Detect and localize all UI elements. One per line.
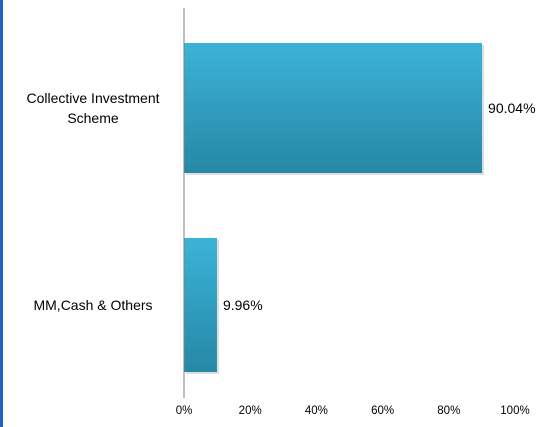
category-label-1: MM,Cash & Others bbox=[33, 297, 152, 313]
labels-layer: 90.04% Collective Investment Scheme 9.96% MM… bbox=[26, 90, 535, 417]
value-label-1: 9.96% bbox=[223, 297, 263, 313]
x-tick-label-4: 80% bbox=[437, 405, 460, 417]
bar-0 bbox=[184, 43, 483, 173]
x-tick-label-3: 60% bbox=[371, 405, 394, 417]
value-label-0: 90.04% bbox=[488, 100, 535, 116]
x-tick-label-5: 100% bbox=[500, 405, 529, 417]
bars-layer bbox=[184, 43, 485, 374]
x-tick-label-1: 20% bbox=[239, 405, 262, 417]
x-tick-label-2: 40% bbox=[305, 405, 328, 417]
bar-1 bbox=[184, 238, 217, 372]
x-tick-label-0: 0% bbox=[176, 405, 193, 417]
left-accent-border bbox=[0, 0, 3, 427]
category-label-0: Collective Investment Scheme bbox=[26, 90, 159, 126]
